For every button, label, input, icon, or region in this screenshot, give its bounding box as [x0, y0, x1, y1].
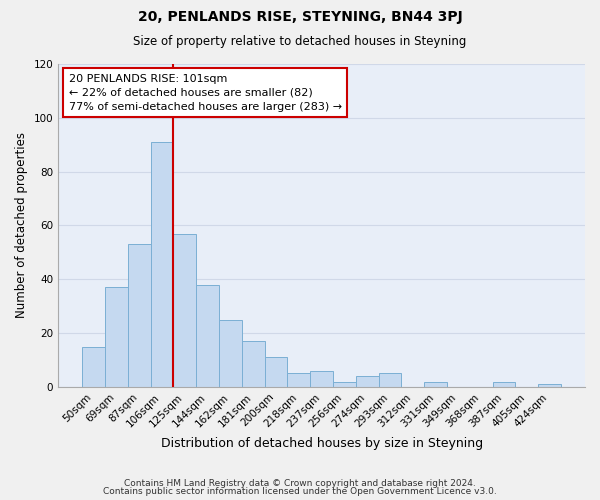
Bar [265, 358, 287, 387]
X-axis label: Distribution of detached houses by size in Steyning: Distribution of detached houses by size … [161, 437, 482, 450]
Bar [105, 288, 128, 387]
Bar [379, 374, 401, 387]
Bar [173, 234, 196, 387]
Bar [82, 346, 105, 387]
Text: Contains HM Land Registry data © Crown copyright and database right 2024.: Contains HM Land Registry data © Crown c… [124, 478, 476, 488]
Text: 20, PENLANDS RISE, STEYNING, BN44 3PJ: 20, PENLANDS RISE, STEYNING, BN44 3PJ [137, 10, 463, 24]
Bar [356, 376, 379, 387]
Text: 20 PENLANDS RISE: 101sqm
← 22% of detached houses are smaller (82)
77% of semi-d: 20 PENLANDS RISE: 101sqm ← 22% of detach… [69, 74, 342, 112]
Bar [493, 382, 515, 387]
Bar [310, 371, 333, 387]
Bar [242, 341, 265, 387]
Bar [196, 284, 219, 387]
Bar [424, 382, 447, 387]
Bar [538, 384, 561, 387]
Bar [128, 244, 151, 387]
Text: Size of property relative to detached houses in Steyning: Size of property relative to detached ho… [133, 35, 467, 48]
Bar [287, 374, 310, 387]
Bar [151, 142, 173, 387]
Text: Contains public sector information licensed under the Open Government Licence v3: Contains public sector information licen… [103, 487, 497, 496]
Bar [333, 382, 356, 387]
Bar [219, 320, 242, 387]
Y-axis label: Number of detached properties: Number of detached properties [15, 132, 28, 318]
